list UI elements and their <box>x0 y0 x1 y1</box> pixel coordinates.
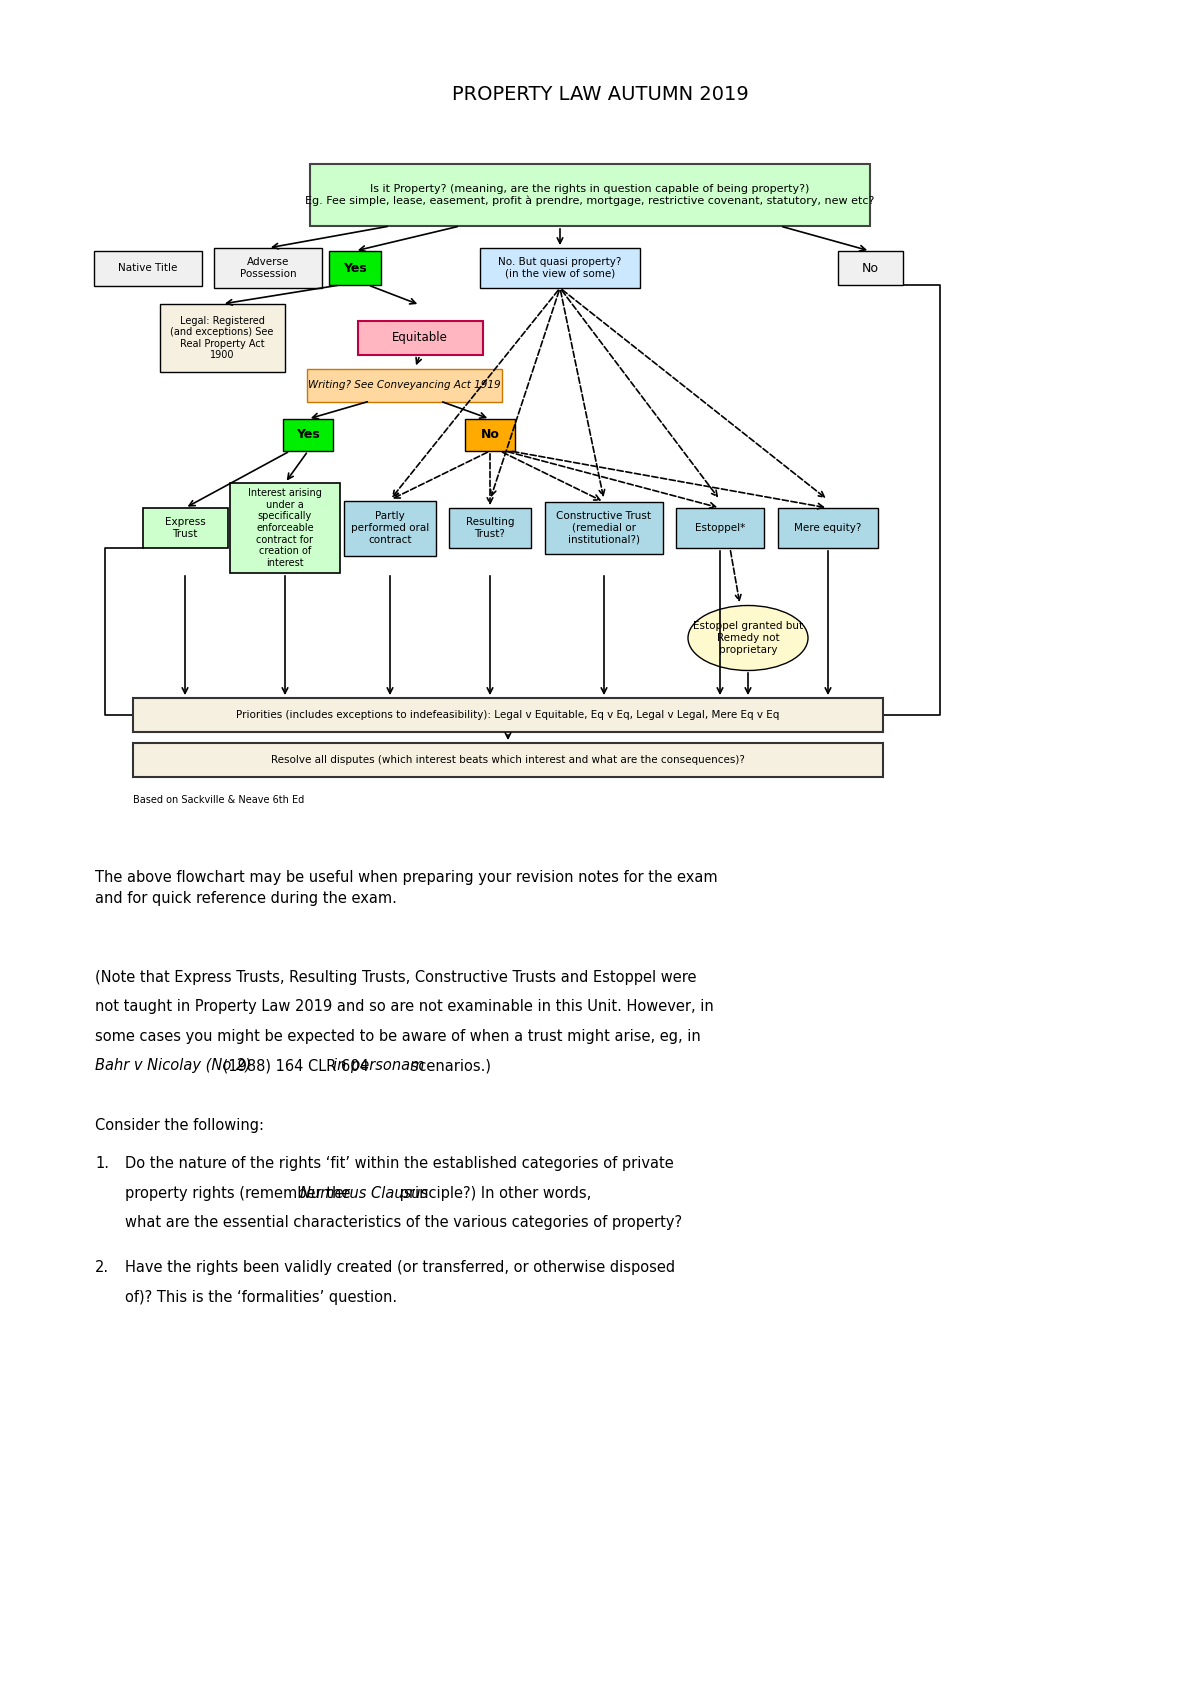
FancyBboxPatch shape <box>143 507 228 548</box>
FancyBboxPatch shape <box>230 484 340 574</box>
Text: some cases you might be expected to be aware of when a trust might arise, eg, in: some cases you might be expected to be a… <box>95 1028 701 1044</box>
Text: (Note that Express Trusts, Resulting Trusts, Constructive Trusts and Estoppel we: (Note that Express Trusts, Resulting Tru… <box>95 971 696 984</box>
Text: The above flowchart may be useful when preparing your revision notes for the exa: The above flowchart may be useful when p… <box>95 871 718 906</box>
Text: Yes: Yes <box>296 429 320 441</box>
Text: Adverse
Possession: Adverse Possession <box>240 258 296 278</box>
Text: Based on Sackville & Neave 6th Ed: Based on Sackville & Neave 6th Ed <box>133 794 305 804</box>
FancyBboxPatch shape <box>344 501 436 555</box>
Text: Priorities (includes exceptions to indefeasibility): Legal v Equitable, Eq v Eq,: Priorities (includes exceptions to indef… <box>236 709 780 720</box>
FancyBboxPatch shape <box>838 251 902 285</box>
Text: of)? This is the ‘formalities’ question.: of)? This is the ‘formalities’ question. <box>125 1290 397 1305</box>
Text: Resolve all disputes (which interest beats which interest and what are the conse: Resolve all disputes (which interest bea… <box>271 755 745 765</box>
Text: Estoppel granted but
Remedy not
proprietary: Estoppel granted but Remedy not propriet… <box>692 621 803 655</box>
Text: not taught in Property Law 2019 and so are not examinable in this Unit. However,: not taught in Property Law 2019 and so a… <box>95 1000 714 1015</box>
Text: Estoppel*: Estoppel* <box>695 523 745 533</box>
Text: No: No <box>480 429 499 441</box>
Text: No. But quasi property?
(in the view of some): No. But quasi property? (in the view of … <box>498 258 622 278</box>
Text: 1.: 1. <box>95 1156 109 1171</box>
Text: Constructive Trust
(remedial or
institutional?): Constructive Trust (remedial or institut… <box>557 511 652 545</box>
Text: Native Title: Native Title <box>119 263 178 273</box>
Ellipse shape <box>688 606 808 670</box>
Text: in personam: in personam <box>334 1059 425 1073</box>
Text: Express
Trust: Express Trust <box>164 518 205 540</box>
FancyBboxPatch shape <box>133 697 883 731</box>
Text: Consider the following:: Consider the following: <box>95 1118 264 1134</box>
FancyBboxPatch shape <box>329 251 382 285</box>
FancyBboxPatch shape <box>358 321 482 355</box>
FancyBboxPatch shape <box>160 304 284 372</box>
Text: Legal: Registered
(and exceptions) See
Real Property Act
1900: Legal: Registered (and exceptions) See R… <box>170 316 274 360</box>
Text: Partly
performed oral
contract: Partly performed oral contract <box>350 511 430 545</box>
FancyBboxPatch shape <box>283 419 334 451</box>
FancyBboxPatch shape <box>214 248 322 288</box>
Text: Mere equity?: Mere equity? <box>794 523 862 533</box>
FancyBboxPatch shape <box>778 507 878 548</box>
FancyBboxPatch shape <box>310 165 870 226</box>
Text: Numerus Clausus: Numerus Clausus <box>300 1186 428 1201</box>
Text: 2.: 2. <box>95 1261 109 1274</box>
Text: property rights (remember the: property rights (remember the <box>125 1186 355 1201</box>
Text: Interest arising
under a
specifically
enforceable
contract for
creation of
inter: Interest arising under a specifically en… <box>248 489 322 568</box>
Text: Have the rights been validly created (or transferred, or otherwise disposed: Have the rights been validly created (or… <box>125 1261 676 1274</box>
FancyBboxPatch shape <box>306 368 502 402</box>
Text: PROPERTY LAW AUTUMN 2019: PROPERTY LAW AUTUMN 2019 <box>451 85 749 105</box>
FancyBboxPatch shape <box>94 251 202 285</box>
FancyBboxPatch shape <box>466 419 515 451</box>
FancyBboxPatch shape <box>480 248 640 288</box>
Text: No: No <box>862 261 878 275</box>
Text: Writing? See Conveyancing Act 1919: Writing? See Conveyancing Act 1919 <box>307 380 500 390</box>
Text: what are the essential characteristics of the various categories of property?: what are the essential characteristics o… <box>125 1215 682 1230</box>
Text: Do the nature of the rights ‘fit’ within the established categories of private: Do the nature of the rights ‘fit’ within… <box>125 1156 673 1171</box>
Text: Yes: Yes <box>343 261 367 275</box>
Text: (1988) 164 CLR 604: (1988) 164 CLR 604 <box>218 1059 373 1073</box>
Text: Bahr v Nicolay (No 2): Bahr v Nicolay (No 2) <box>95 1059 251 1073</box>
Text: Equitable: Equitable <box>392 331 448 344</box>
FancyBboxPatch shape <box>449 507 530 548</box>
FancyBboxPatch shape <box>133 743 883 777</box>
FancyBboxPatch shape <box>545 502 662 553</box>
Text: Is it Property? (meaning, are the rights in question capable of being property?): Is it Property? (meaning, are the rights… <box>305 183 875 205</box>
Text: scenarios.): scenarios.) <box>406 1059 491 1073</box>
Text: principle?) In other words,: principle?) In other words, <box>395 1186 592 1201</box>
Text: Resulting
Trust?: Resulting Trust? <box>466 518 515 540</box>
FancyBboxPatch shape <box>676 507 764 548</box>
